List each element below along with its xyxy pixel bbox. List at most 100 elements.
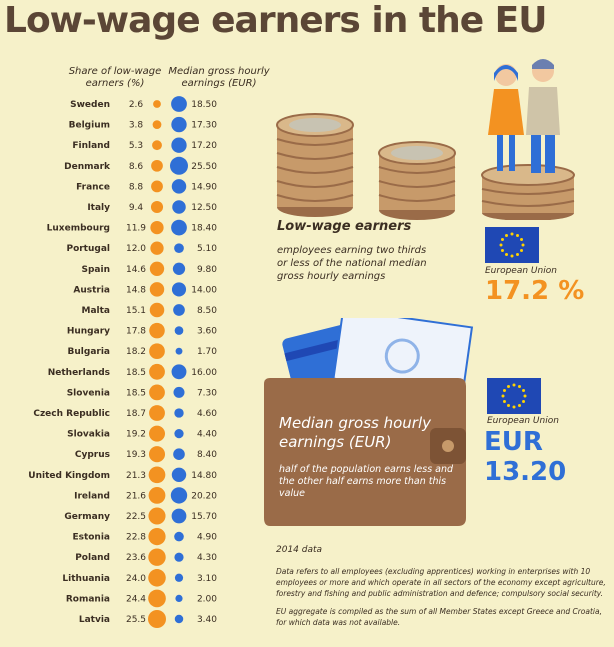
eu-star-icon [521, 243, 525, 247]
median-value: 4.90 [197, 533, 217, 543]
share-dot [150, 220, 164, 235]
median-dot [171, 467, 187, 483]
share-dot [149, 322, 165, 339]
eu-star-icon [502, 400, 506, 403]
low-wage-title: Low-wage earners [277, 219, 412, 234]
share-dot [152, 140, 162, 151]
median-value: 16.00 [191, 368, 217, 378]
share-dot [149, 343, 165, 360]
share-dot [148, 610, 166, 628]
median-dot [170, 487, 188, 504]
median-value: 18.40 [191, 224, 217, 234]
share-value: 24.4 [126, 594, 146, 604]
eu-star-icon [499, 243, 503, 247]
median-dot [171, 364, 187, 380]
median-value: 14.80 [191, 471, 217, 481]
country-label: Poland [75, 553, 110, 563]
median-value: 25.50 [191, 162, 217, 172]
median-dot [170, 156, 188, 175]
coin-stack-icon [276, 113, 354, 217]
share-dot [148, 446, 166, 463]
share-dot [152, 120, 162, 129]
eu-star-icon [507, 404, 510, 408]
share-value: 17.8 [126, 327, 146, 337]
share-dot [151, 159, 163, 172]
country-label: Spain [82, 265, 111, 275]
eu-star-icon [518, 384, 521, 388]
share-value: 25.5 [126, 615, 146, 625]
share-value: 18.2 [126, 347, 146, 357]
eu-star-icon [502, 389, 506, 392]
median-dot [173, 304, 185, 316]
share-dot [151, 180, 163, 193]
share-dot [148, 589, 166, 608]
eu-median-label: European Union [487, 416, 559, 426]
wallet-illustration [264, 318, 474, 526]
eu-median-value: EUR 13.20 [484, 427, 567, 487]
median-value: 5.10 [197, 244, 217, 254]
country-label: Slovakia [67, 430, 110, 440]
eu-star-icon [510, 232, 514, 236]
median-value: 12.50 [191, 203, 217, 213]
median-dot [171, 116, 187, 133]
share-dot [149, 302, 165, 318]
country-label: France [76, 182, 110, 192]
median-value: 4.60 [197, 409, 217, 419]
country-label: Finland [72, 141, 110, 151]
footnote-aggregate: EU aggregate is compiled as the sum of a… [276, 607, 602, 627]
man-figure-icon [526, 59, 560, 173]
share-dot [148, 507, 166, 525]
wallet-title: Median gross hourly earnings (EUR) [279, 414, 431, 451]
coin-stack-icon [481, 164, 575, 220]
eu-star-icon [512, 405, 516, 409]
median-value: 4.30 [197, 553, 217, 563]
median-column-header: Median gross hourly earnings (EUR) [168, 66, 270, 89]
share-value: 19.3 [126, 450, 146, 460]
share-value: 19.2 [126, 430, 146, 440]
country-label: Luxembourg [47, 224, 110, 234]
share-dot [153, 100, 161, 108]
share-dot [148, 486, 166, 504]
median-value: 17.30 [191, 121, 217, 131]
eu-share-label: European Union [485, 266, 557, 276]
median-value: 3.40 [197, 615, 217, 625]
median-dot [175, 347, 183, 355]
median-dot [171, 219, 187, 236]
country-label: Cyprus [75, 450, 110, 460]
country-label: Germany [64, 512, 110, 522]
median-dot [171, 179, 187, 194]
coins-people-illustration [276, 59, 575, 220]
eu-star-icon [520, 238, 524, 241]
share-value: 22.8 [126, 533, 146, 543]
country-label: Netherlands [48, 368, 110, 378]
country-label: Italy [87, 203, 110, 213]
median-dot [174, 243, 184, 254]
median-dot [174, 408, 184, 418]
share-dot [148, 548, 166, 566]
eu-star-icon [507, 384, 510, 388]
median-value: 3.10 [197, 574, 217, 584]
eu-star-icon [522, 400, 526, 403]
share-dot [150, 241, 164, 255]
share-value: 3.8 [129, 121, 144, 131]
eu-star-icon [505, 253, 508, 257]
median-dot [174, 531, 184, 542]
country-label: United Kingdom [28, 471, 110, 481]
share-value: 8.8 [129, 182, 144, 192]
share-dot [148, 569, 166, 587]
median-dot [171, 96, 187, 112]
share-value: 21.6 [126, 491, 146, 501]
share-value: 8.6 [129, 162, 144, 172]
share-dot [149, 384, 165, 401]
median-value: 14.90 [191, 182, 217, 192]
share-value: 14.6 [126, 265, 146, 275]
median-value: 2.00 [197, 594, 217, 604]
median-value: 20.20 [191, 491, 217, 501]
country-label: Latvia [79, 615, 110, 625]
share-value: 9.4 [129, 203, 144, 213]
median-dot [174, 552, 184, 562]
country-label: Ireland [74, 491, 110, 501]
share-dot [149, 363, 165, 380]
median-value: 9.80 [197, 265, 217, 275]
eu-star-icon [500, 249, 504, 252]
